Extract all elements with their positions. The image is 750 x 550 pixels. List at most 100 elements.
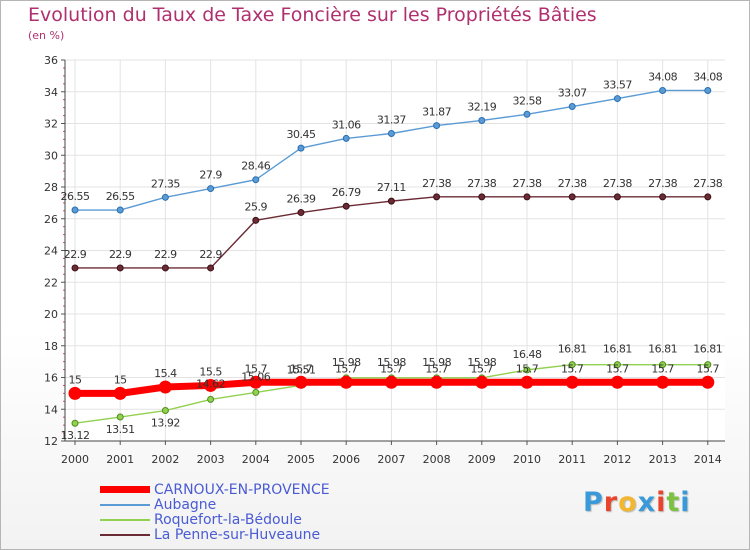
data-label-la-penne: 26.79 (332, 186, 361, 199)
logo-letter: i (656, 487, 667, 518)
x-tick-label: 2001 (106, 453, 134, 466)
x-tick-label: 2005 (287, 453, 315, 466)
data-label-roquefort: 13.12 (61, 429, 90, 442)
data-label-carnoux: 15.7 (606, 362, 629, 375)
data-label-carnoux: 15 (114, 373, 127, 386)
data-label-carnoux: 15.7 (561, 362, 584, 375)
data-point-carnoux (430, 375, 444, 389)
data-point-carnoux (565, 375, 579, 389)
x-tick-label: 2007 (377, 453, 405, 466)
logo-letter: o (618, 487, 638, 518)
data-label-aubagne: 32.58 (513, 94, 542, 107)
data-label-la-penne: 27.38 (648, 177, 677, 190)
data-label-la-penne: 25.9 (245, 200, 268, 213)
y-tick-label: 24 (44, 245, 58, 258)
legend-swatch-la-penne (100, 534, 150, 536)
data-point-aubagne (704, 86, 712, 94)
data-label-carnoux: 15.7 (245, 362, 268, 375)
legend: CARNOUX-EN-PROVENCE Aubagne Roquefort-la… (100, 482, 430, 543)
x-tick-label: 2012 (603, 453, 631, 466)
y-tick-label: 16 (44, 372, 58, 385)
data-label-la-penne: 27.11 (377, 181, 406, 194)
data-point-roquefort (161, 407, 169, 415)
y-tick-label: 36 (44, 54, 58, 67)
data-label-carnoux: 15.7 (471, 362, 494, 375)
x-tick-label: 2009 (468, 453, 496, 466)
data-point-la-penne (613, 193, 621, 201)
y-tick-label: 32 (44, 118, 58, 131)
legend-item-roquefort: Roquefort-la-Bédoule (100, 512, 430, 528)
data-label-aubagne: 26.55 (106, 190, 135, 203)
data-point-carnoux (68, 386, 82, 400)
y-tick-label: 18 (44, 340, 58, 353)
data-label-aubagne: 31.37 (377, 114, 406, 127)
data-point-la-penne (252, 216, 260, 224)
legend-label-roquefort: Roquefort-la-Bédoule (154, 512, 302, 528)
data-point-roquefort (71, 419, 79, 427)
data-point-la-penne (478, 193, 486, 201)
data-label-carnoux: 15.7 (697, 362, 720, 375)
data-label-la-penne: 27.38 (467, 177, 496, 190)
data-point-carnoux (113, 386, 127, 400)
data-point-la-penne (116, 264, 124, 272)
data-point-la-penne (433, 193, 441, 201)
data-label-la-penne: 27.38 (603, 177, 632, 190)
x-tick-label: 2000 (61, 453, 89, 466)
data-label-aubagne: 28.46 (241, 160, 270, 173)
y-tick-label: 12 (44, 435, 58, 448)
data-label-aubagne: 33.57 (603, 79, 632, 92)
data-label-carnoux: 15.7 (516, 362, 539, 375)
data-point-aubagne (568, 103, 576, 111)
data-point-carnoux (475, 375, 489, 389)
data-point-roquefort (613, 361, 621, 369)
data-label-roquefort: 15.98 (467, 356, 496, 369)
data-label-roquefort: 13.51 (106, 423, 135, 436)
x-tick-label: 2013 (649, 453, 677, 466)
data-point-aubagne (613, 95, 621, 103)
data-point-la-penne (161, 264, 169, 272)
data-point-aubagne (252, 176, 260, 184)
data-label-carnoux: 15.7 (651, 362, 674, 375)
x-tick-label: 2003 (197, 453, 225, 466)
unit-label: (en %) (28, 29, 65, 42)
data-point-aubagne (71, 206, 79, 214)
data-label-aubagne: 27.9 (199, 169, 222, 182)
data-label-carnoux: 15.7 (335, 362, 358, 375)
legend-item-aubagne: Aubagne (100, 497, 430, 513)
logo-letter: P (583, 487, 604, 518)
data-label-aubagne: 31.87 (422, 106, 451, 119)
x-tick-label: 2011 (558, 453, 586, 466)
data-label-la-penne: 22.9 (154, 248, 177, 261)
legend-swatch-carnoux (100, 486, 150, 493)
data-label-roquefort: 16.81 (693, 343, 722, 356)
data-label-carnoux: 15.7 (380, 362, 403, 375)
data-point-la-penne (568, 193, 576, 201)
y-tick-label: 14 (44, 403, 58, 416)
data-label-aubagne: 26.55 (61, 190, 90, 203)
legend-label-carnoux: CARNOUX-EN-PROVENCE (154, 482, 330, 498)
chart-title: Evolution du Taux de Taxe Foncière sur l… (28, 4, 597, 26)
x-tick-label: 2014 (694, 453, 722, 466)
legend-item-carnoux: CARNOUX-EN-PROVENCE (100, 482, 430, 498)
y-tick-label: 20 (44, 308, 58, 321)
y-tick-label: 22 (44, 276, 58, 289)
legend-label-aubagne: Aubagne (154, 497, 217, 513)
legend-item-la-penne: La Penne-sur-Huveaune (100, 527, 430, 543)
x-tick-label: 2002 (151, 453, 179, 466)
data-point-aubagne (116, 206, 124, 214)
data-point-carnoux (656, 375, 670, 389)
data-label-la-penne: 27.38 (422, 177, 451, 190)
data-point-carnoux (339, 375, 353, 389)
data-point-la-penne (704, 193, 712, 201)
data-label-roquefort: 15.98 (377, 356, 406, 369)
legend-swatch-aubagne (100, 504, 150, 506)
logo-letter: r (603, 487, 619, 518)
x-tick-label: 2010 (513, 453, 541, 466)
data-label-roquefort: 16.48 (513, 348, 542, 361)
data-label-la-penne: 26.39 (287, 193, 316, 206)
data-label-roquefort: 13.92 (151, 417, 180, 430)
data-point-roquefort (252, 388, 260, 396)
data-label-la-penne: 27.38 (513, 177, 542, 190)
data-label-roquefort: 16.81 (558, 343, 587, 356)
